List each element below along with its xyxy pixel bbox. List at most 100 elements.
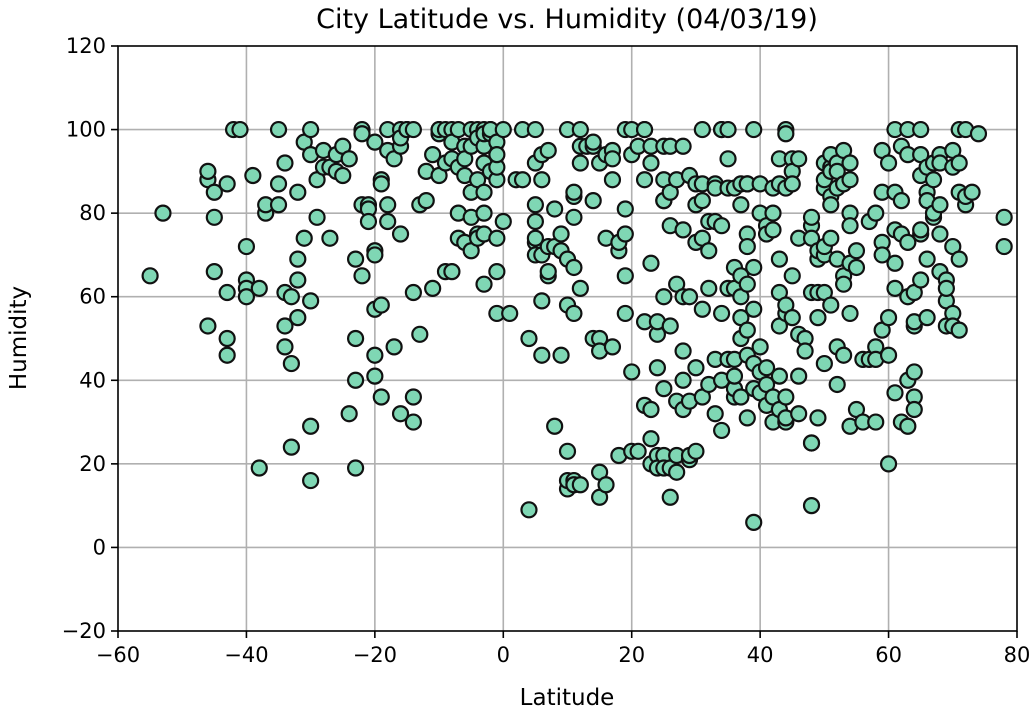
data-point: [802, 497, 821, 515]
data-point: [700, 242, 718, 260]
data-point: [379, 196, 397, 214]
data-point: [526, 212, 544, 231]
data-point: [963, 183, 981, 201]
data-point: [199, 317, 217, 335]
data-point: [623, 363, 641, 381]
data-point: [603, 150, 622, 168]
data-point: [237, 288, 256, 306]
data-point: [282, 288, 300, 306]
data-point: [276, 154, 294, 172]
data-point: [899, 417, 917, 435]
data-point: [411, 325, 429, 343]
data-point: [616, 225, 634, 243]
data-point: [526, 196, 544, 214]
data-point: [546, 200, 564, 218]
data-point: [218, 329, 236, 348]
data-point: [295, 229, 313, 247]
data-point: [924, 171, 943, 189]
data-point: [655, 380, 673, 398]
data-point: [584, 133, 602, 151]
data-point: [629, 442, 647, 460]
data-point: [713, 304, 731, 323]
data-point: [905, 400, 923, 419]
data-point: [346, 459, 365, 477]
data-point: [790, 150, 808, 168]
data-point: [693, 300, 711, 318]
data-point: [879, 154, 898, 172]
data-point: [199, 162, 217, 180]
data-point: [282, 354, 300, 373]
data-point: [693, 120, 711, 139]
data-point: [334, 166, 352, 185]
data-point: [719, 150, 737, 168]
data-point: [738, 275, 756, 293]
data-point: [886, 384, 904, 402]
data-point: [616, 304, 634, 323]
y-tick-label: 40: [79, 368, 106, 392]
data-point: [539, 263, 557, 281]
data-point: [391, 405, 410, 423]
data-point: [205, 263, 223, 281]
data-point: [366, 367, 384, 385]
data-point: [912, 271, 930, 289]
data-point: [565, 304, 583, 323]
data-point: [969, 125, 988, 143]
data-point: [764, 221, 782, 239]
data-point: [713, 421, 731, 440]
y-tick-label: 0: [93, 535, 106, 559]
data-point: [603, 171, 622, 189]
data-point: [475, 204, 493, 222]
data-point: [501, 304, 519, 323]
data-point: [269, 175, 288, 193]
data-point: [719, 120, 737, 139]
data-point: [533, 171, 551, 189]
data-point: [276, 317, 294, 335]
data-point: [790, 405, 808, 423]
data-point: [366, 246, 384, 264]
data-point: [346, 329, 365, 348]
data-point: [475, 275, 493, 293]
x-tick-label: −20: [353, 643, 397, 667]
data-point: [809, 409, 827, 427]
data-point: [302, 417, 320, 435]
data-point: [533, 292, 551, 310]
data-point: [154, 204, 172, 222]
data-point: [321, 229, 339, 247]
data-point: [526, 120, 544, 139]
data-point: [366, 346, 384, 364]
data-point: [713, 217, 731, 235]
data-point: [796, 342, 814, 360]
data-point: [494, 120, 512, 139]
data-point: [687, 359, 705, 377]
data-point: [302, 292, 320, 310]
y-tick-label: 80: [79, 201, 106, 225]
data-point: [847, 242, 866, 260]
y-axis-label: Humidity: [6, 286, 32, 390]
data-point: [770, 250, 789, 268]
data-point: [488, 229, 506, 247]
data-point: [494, 212, 512, 231]
data-point: [366, 133, 384, 151]
data-point: [372, 296, 390, 314]
data-point: [822, 196, 840, 214]
data-point: [995, 208, 1013, 226]
data-point: [841, 171, 859, 189]
data-point: [302, 120, 320, 139]
axis-ticks: −60 −40 −20 0 20 40 60 80 −20 0 20 40 60 80 100 120: [62, 34, 1031, 667]
data-point: [391, 225, 410, 243]
data-point: [218, 283, 236, 302]
data-point: [764, 204, 782, 222]
data-point: [655, 288, 673, 306]
data-point: [424, 146, 442, 164]
data-point: [571, 120, 589, 139]
data-point: [571, 154, 589, 172]
data-point: [282, 438, 300, 456]
x-tick-label: 0: [497, 643, 510, 667]
data-point: [867, 413, 885, 431]
data-point: [867, 204, 885, 222]
data-point: [353, 267, 371, 285]
data-point: [424, 279, 442, 297]
x-tick-label: 40: [747, 643, 774, 667]
data-point: [835, 346, 853, 364]
